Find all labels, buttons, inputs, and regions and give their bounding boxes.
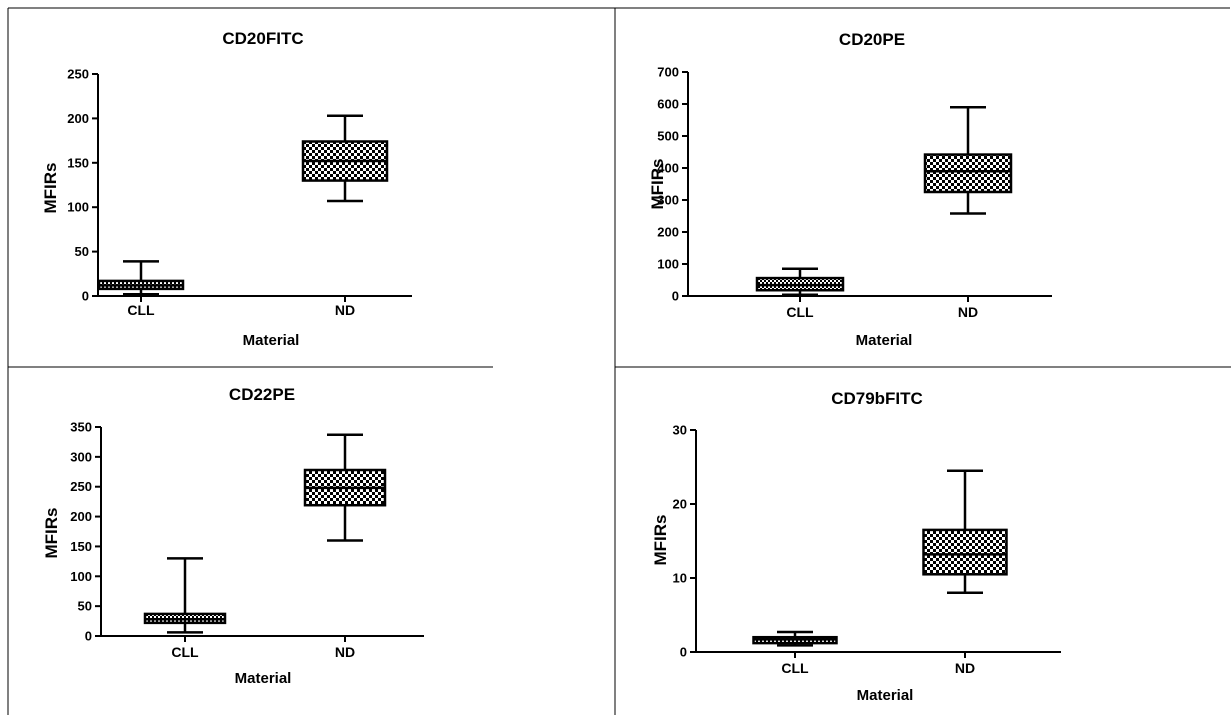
- y-tick-label: 300: [70, 449, 92, 464]
- y-tick-label: 0: [82, 289, 89, 304]
- box-nd: [923, 105, 1013, 215]
- category-label: ND: [958, 304, 978, 320]
- y-axis-label: MFIRs: [648, 159, 667, 210]
- y-axis-label: MFIRs: [42, 508, 61, 559]
- y-tick-label: 300: [657, 193, 679, 208]
- table-rules: [7, 7, 1231, 715]
- box-cll: [97, 260, 185, 296]
- y-tick-label: 250: [70, 479, 92, 494]
- y-axis-label: MFIRs: [41, 163, 60, 214]
- x-axis-label: Material: [235, 670, 292, 687]
- y-tick-label: 200: [67, 111, 89, 126]
- y-tick-label: 500: [657, 129, 679, 144]
- x-axis-label: Material: [857, 687, 914, 704]
- category-label: ND: [955, 660, 975, 676]
- chart-title: CD20FITC: [222, 29, 303, 48]
- y-tick-label: 20: [673, 497, 687, 512]
- box-nd: [301, 114, 389, 203]
- y-tick-label: 100: [70, 569, 92, 584]
- x-axis-label: Material: [243, 332, 300, 349]
- y-tick-label: 400: [657, 161, 679, 176]
- y-tick-label: 250: [67, 67, 89, 82]
- category-label: CLL: [786, 304, 814, 320]
- category-label: CLL: [127, 302, 155, 318]
- y-tick-label: 50: [78, 599, 92, 614]
- chart-title: CD20PE: [839, 30, 905, 49]
- y-tick-label: 200: [70, 509, 92, 524]
- iqr-box: [922, 528, 1008, 576]
- y-tick-label: 150: [70, 539, 92, 554]
- y-tick-label: 50: [75, 244, 89, 259]
- chart-panel: CD20FITC MFIRs Material 0 50 100 150 200 250 CLL N…: [41, 29, 412, 349]
- category-label: CLL: [171, 644, 199, 660]
- y-tick-label: 0: [680, 645, 687, 660]
- y-tick-label: 30: [673, 423, 687, 438]
- chart-panel: CD20PE MFIRs Material 0 100 200 300 400 500 600 70…: [648, 30, 1052, 349]
- category-label: ND: [335, 302, 355, 318]
- chart-panel: CD79bFITC MFIRs Material 0 10 20 30 CLL ND: [651, 389, 1061, 704]
- box-nd: [303, 433, 387, 542]
- y-tick-label: 350: [70, 420, 92, 435]
- category-label: ND: [335, 644, 355, 660]
- y-tick-label: 150: [67, 155, 89, 170]
- category-label: CLL: [781, 660, 809, 676]
- y-tick-label: 0: [85, 629, 92, 644]
- y-axis-label: MFIRs: [651, 515, 670, 566]
- y-tick-label: 100: [67, 200, 89, 215]
- y-tick-label: 200: [657, 225, 679, 240]
- y-tick-label: 0: [672, 289, 679, 304]
- box-cll: [143, 557, 227, 634]
- chart-title: CD22PE: [229, 385, 295, 404]
- y-tick-label: 100: [657, 257, 679, 272]
- box-cll: [752, 630, 838, 647]
- y-tick-label: 600: [657, 97, 679, 112]
- chart-panel: CD22PE MFIRs Material 0 50 100 150 200 250 300 350…: [42, 385, 424, 687]
- y-tick-label: 700: [657, 65, 679, 80]
- box-cll: [755, 267, 845, 296]
- chart-title: CD79bFITC: [831, 389, 923, 408]
- iqr-box: [923, 153, 1013, 194]
- x-axis-label: Material: [856, 332, 913, 349]
- box-nd: [922, 469, 1008, 595]
- y-tick-label: 10: [673, 571, 687, 586]
